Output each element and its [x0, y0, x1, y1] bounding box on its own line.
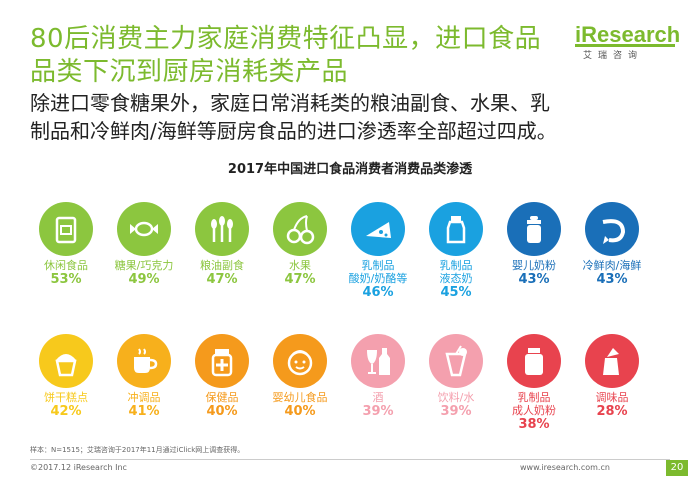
page-number: 20 [666, 460, 688, 476]
category-label: 乳制品 [361, 259, 395, 272]
logo-bar [575, 44, 675, 47]
copyright: ©2017.12 iResearch Inc [30, 463, 127, 472]
wine-icon [367, 348, 390, 375]
drink-icon [445, 345, 467, 377]
category-item: 婴儿奶粉 43% [494, 202, 574, 287]
category-percentage: 53% [50, 272, 82, 287]
category-item: 饼干糕点 42% [26, 334, 106, 419]
baby-bottle-icon [527, 216, 541, 243]
category-percentage: 43% [518, 272, 550, 287]
category-label: 饮料/水 [437, 391, 475, 404]
category-label: 水果 [289, 259, 311, 272]
category-icon-circle [507, 202, 561, 256]
category-percentage: 42% [50, 404, 82, 419]
powder-jar-icon [525, 348, 543, 375]
category-icon-circle [273, 202, 327, 256]
category-item: 饮料/水 39% [416, 334, 496, 419]
category-icon-circle [429, 202, 483, 256]
category-item: 休闲食品 53% [26, 202, 106, 287]
category-label: 乳制品 [517, 391, 551, 404]
category-item: 调味品 28% [572, 334, 652, 419]
category-label: 冷鲜肉/海鲜 [582, 259, 642, 272]
category-label: 乳制品 [439, 259, 473, 272]
category-icon-circle [195, 202, 249, 256]
slide-title-line2: 品类下沉到厨房消耗类产品 [30, 57, 349, 87]
category-label: 饼干糕点 [44, 391, 88, 404]
category-label: 调味品 [595, 391, 629, 404]
category-item: 糖果/巧克力 49% [104, 202, 184, 287]
snack-icon [55, 216, 77, 244]
category-icon-circle [585, 202, 639, 256]
category-icon-circle [351, 202, 405, 256]
category-label: 婴儿奶粉 [512, 259, 556, 272]
category-item: 冲调品 41% [104, 334, 184, 419]
category-percentage: 40% [206, 404, 238, 419]
cherry-icon [286, 215, 315, 245]
category-percentage: 39% [440, 404, 472, 419]
category-percentage: 46% [362, 285, 394, 300]
category-item: 保健品 40% [182, 334, 262, 419]
seasoning-icon [603, 348, 619, 375]
coffee-cup-icon [134, 348, 158, 373]
category-icon-circle [507, 334, 561, 388]
category-icon-circle [429, 334, 483, 388]
logo-wordmark: iResearch [575, 22, 681, 47]
category-percentage: 43% [596, 272, 628, 287]
category-percentage: 40% [284, 404, 316, 419]
category-item: 水果 47% [260, 202, 340, 287]
category-label: 粮油副食 [200, 259, 244, 272]
category-percentage: 41% [128, 404, 160, 419]
footer-divider [30, 459, 670, 460]
slide-title-line1: 80后消费主力家庭消费特征凸显，进口食品 [30, 24, 542, 54]
category-percentage: 28% [596, 404, 628, 419]
milk-bottle-icon [446, 216, 466, 244]
category-icon-circle [39, 334, 93, 388]
category-label: 休闲食品 [44, 259, 88, 272]
category-sublabel: 成人奶粉 [512, 404, 556, 417]
shrimp-icon [602, 219, 626, 244]
category-icon-circle [117, 202, 171, 256]
wheat-icon [211, 216, 233, 242]
category-label: 酒 [372, 391, 384, 404]
candy-icon [130, 221, 158, 237]
category-item: 粮油副食 47% [182, 202, 262, 287]
category-percentage: 47% [206, 272, 238, 287]
category-item: 乳制品 酸奶/奶酪等 46% [338, 202, 418, 300]
chart-title: 2017年中国进口食品消费者消费品类渗透 [227, 162, 473, 177]
category-percentage: 45% [440, 285, 472, 300]
category-sublabel: 液态奶 [439, 272, 473, 285]
category-item: 乳制品 成人奶粉 38% [494, 334, 574, 432]
category-percentage: 39% [362, 404, 394, 419]
logo-subtext: 艾瑞咨询 [583, 51, 644, 61]
category-label: 冲调品 [127, 391, 161, 404]
category-item: 乳制品 液态奶 45% [416, 202, 496, 300]
category-icon-circle [117, 334, 171, 388]
category-sublabel: 酸奶/奶酪等 [348, 272, 408, 285]
category-label: 糖果/巧克力 [114, 259, 174, 272]
baby-face-icon [287, 350, 313, 376]
footer-url: www.iresearch.com.cn [520, 463, 610, 472]
cupcake-icon [55, 354, 77, 377]
category-percentage: 47% [284, 272, 316, 287]
cheese-icon [366, 222, 391, 238]
category-percentage: 38% [518, 417, 550, 432]
category-icon-circle [273, 334, 327, 388]
slide-subtitle-line2: 制品和冷鲜肉/海鲜等厨房食品的进口渗透率全部超过四成。 [30, 119, 557, 143]
category-label: 保健品 [205, 391, 239, 404]
iresearch-logo: iResearch 艾瑞咨询 [575, 22, 680, 61]
category-icon-circle [195, 334, 249, 388]
category-icon-circle [351, 334, 405, 388]
category-icon-circle [39, 202, 93, 256]
category-percentage: 49% [128, 272, 160, 287]
footnote: 样本：N=1515；艾瑞咨询于2017年11月通过iClick网上调查获得。 [30, 446, 245, 454]
category-label: 婴幼儿食品 [272, 391, 328, 404]
slide-subtitle-line1: 除进口零食糖果外，家庭日常消耗类的粮油副食、水果、乳 [30, 91, 550, 115]
category-icon-circle [585, 334, 639, 388]
category-item: 酒 39% [338, 334, 418, 419]
supplement-jar-icon [211, 349, 233, 377]
category-item: 冷鲜肉/海鲜 43% [572, 202, 652, 287]
category-item: 婴幼儿食品 40% [260, 334, 340, 419]
